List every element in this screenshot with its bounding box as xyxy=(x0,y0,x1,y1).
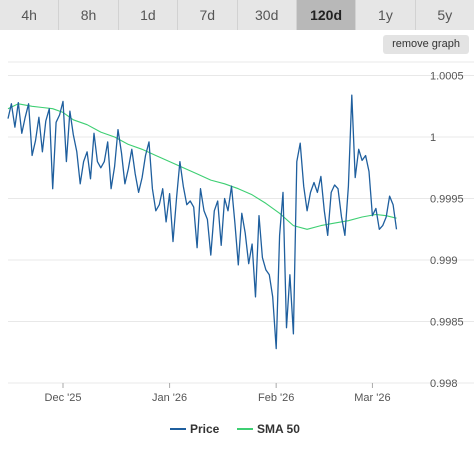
chart-grid xyxy=(8,61,474,384)
tab-120d[interactable]: 120d xyxy=(296,0,357,30)
legend-label: Price xyxy=(190,422,220,436)
x-tick-label: Feb '26 xyxy=(258,392,294,404)
series-line-sma-50 xyxy=(7,103,397,230)
tab-5y[interactable]: 5y xyxy=(437,7,453,23)
timeframe-tabs: 4h 8h 1d 7d 30d 120d 1y 5y xyxy=(0,0,474,30)
x-tick-label: Mar '26 xyxy=(354,392,390,404)
y-tick-label: 1 xyxy=(430,132,436,144)
x-tick-label: Dec '25 xyxy=(45,392,82,404)
tab-7d[interactable]: 7d xyxy=(178,0,238,30)
y-axis: 0.998 0.9985 0.999 0.9995 1 1.0005 xyxy=(430,71,464,390)
legend: Price SMA 50 xyxy=(170,422,300,436)
legend-label: SMA 50 xyxy=(257,422,300,436)
tab-1d[interactable]: 1d xyxy=(119,0,179,30)
tab-8h[interactable]: 8h xyxy=(59,0,119,30)
y-tick-label: 0.999 xyxy=(430,255,458,267)
x-tick-label: Jan '26 xyxy=(152,392,187,404)
tab-4h[interactable]: 4h xyxy=(0,0,60,30)
x-axis: Dec '25 Jan '26 Feb '26 Mar '26 xyxy=(45,383,391,404)
y-tick-label: 0.998 xyxy=(430,378,458,390)
tab-30d[interactable]: 30d xyxy=(238,0,297,30)
y-tick-label: 0.9995 xyxy=(430,194,464,206)
y-tick-label: 1.0005 xyxy=(430,71,464,83)
series-line-price xyxy=(7,94,398,350)
y-tick-label: 0.9985 xyxy=(430,317,464,329)
tab-1y[interactable]: 1y xyxy=(356,0,416,30)
series-lines xyxy=(7,94,398,350)
remove-graph-button[interactable]: remove graph xyxy=(383,35,469,54)
